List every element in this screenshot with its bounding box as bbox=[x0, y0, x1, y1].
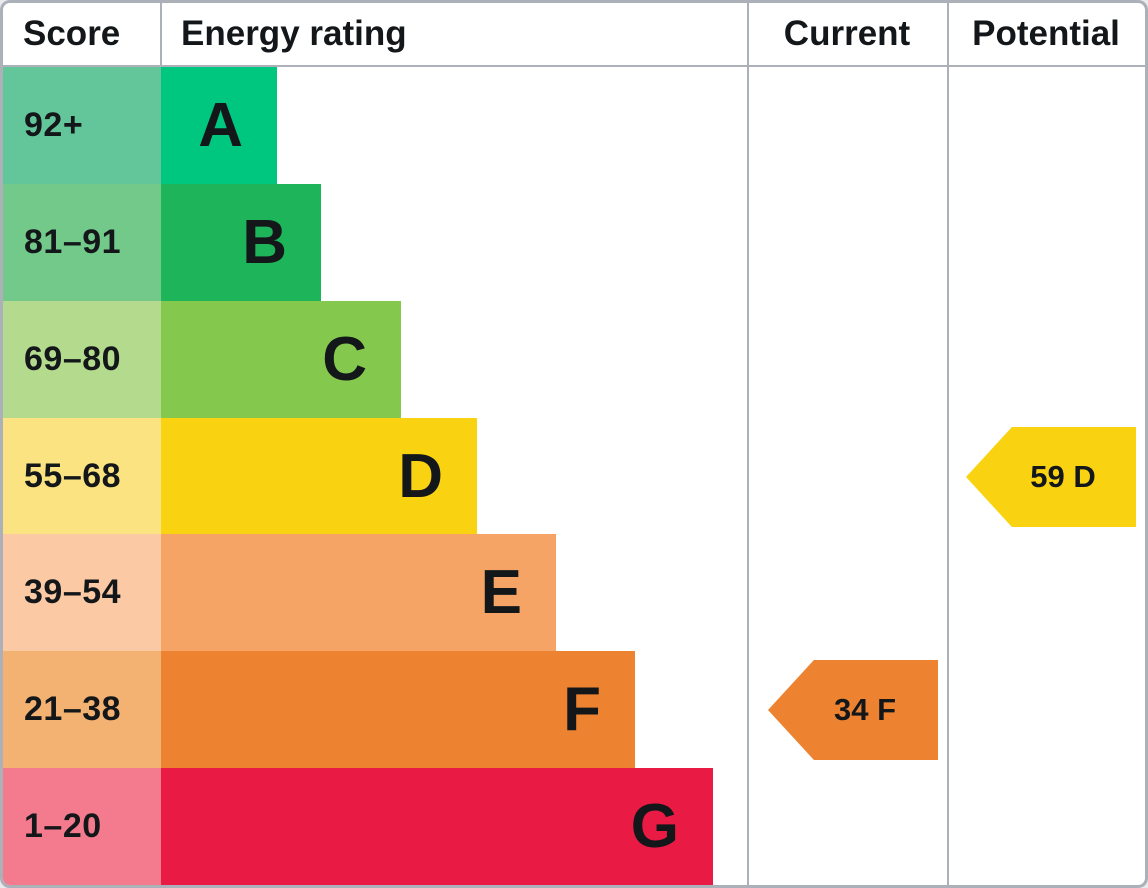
score-column-header: Score bbox=[23, 14, 121, 53]
rating-row-a: 92+ A bbox=[3, 67, 1145, 184]
rating-row-f: 21–38 F bbox=[3, 651, 1145, 769]
grade-letter: E bbox=[480, 558, 522, 628]
score-cell: 21–38 bbox=[3, 651, 161, 769]
rating-row-d: 55–68 D bbox=[3, 417, 1145, 535]
grade-letter: G bbox=[630, 792, 679, 862]
current-column-divider bbox=[747, 3, 749, 885]
current-marker-label: 34 F bbox=[833, 692, 897, 727]
rating-bar-b: B bbox=[161, 183, 321, 301]
potential-marker-label: 59 D bbox=[1030, 459, 1096, 494]
score-cell: 1–20 bbox=[3, 768, 161, 885]
rating-bar-g: G bbox=[161, 768, 713, 885]
score-cell: 39–54 bbox=[3, 534, 161, 652]
rating-bar-d: D bbox=[161, 417, 477, 535]
energy-rating-column-header: Energy rating bbox=[181, 14, 407, 53]
grade-letter: C bbox=[322, 324, 367, 394]
score-cell: 69–80 bbox=[3, 300, 161, 418]
rating-bar-f: F bbox=[161, 651, 635, 769]
score-cell: 92+ bbox=[3, 67, 161, 184]
grade-letter: B bbox=[242, 207, 287, 277]
current-column-header: Current bbox=[783, 14, 911, 53]
rating-bar-e: E bbox=[161, 534, 556, 652]
score-cell: 81–91 bbox=[3, 183, 161, 301]
score-column-divider bbox=[160, 3, 162, 65]
rating-bar-a: A bbox=[161, 67, 277, 184]
header-divider-line bbox=[3, 65, 1145, 67]
rating-bar-c: C bbox=[161, 300, 401, 418]
score-cell: 55–68 bbox=[3, 417, 161, 535]
grade-letter: A bbox=[198, 90, 243, 160]
rating-row-c: 69–80 C bbox=[3, 300, 1145, 418]
rating-row-b: 81–91 B bbox=[3, 183, 1145, 301]
rating-row-e: 39–54 E bbox=[3, 534, 1145, 652]
rating-row-g: 1–20 G bbox=[3, 768, 1145, 885]
grade-letter: F bbox=[563, 675, 601, 745]
potential-column-divider bbox=[947, 3, 949, 885]
potential-column-header: Potential bbox=[972, 14, 1120, 53]
grade-letter: D bbox=[398, 441, 443, 511]
rating-rows: 92+ A 81–91 B 69–80 C 55–68 D 39–54 E 21… bbox=[3, 67, 1145, 885]
